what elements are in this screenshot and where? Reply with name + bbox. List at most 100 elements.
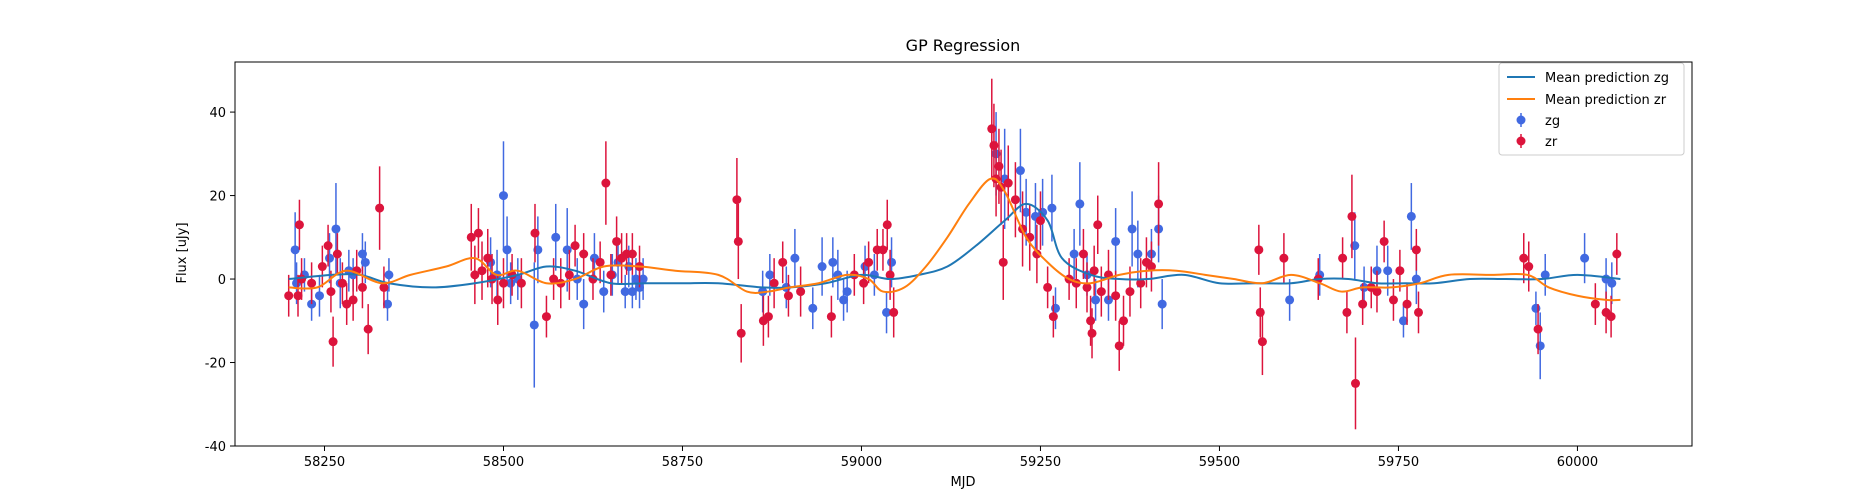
zr-marker [483,253,493,263]
zr-marker [1048,312,1058,322]
zr-marker [348,295,358,305]
zg-marker [817,262,827,272]
x-tick-label: 58250 [304,455,345,470]
zg-marker [1398,316,1408,326]
zr-point [1338,237,1348,280]
zr-point [498,258,508,309]
zr-point [477,241,487,300]
zr-marker [363,324,373,334]
zg-point [1051,287,1061,330]
zr-point [864,241,874,284]
zr-point [1342,291,1352,334]
zr-point [1358,283,1368,325]
zg-point [620,274,630,309]
zr-marker [1119,316,1129,326]
zr-marker [1146,262,1156,272]
x-tick-label: 59500 [1199,455,1240,470]
y-tick-label: 40 [209,106,226,121]
zr-marker [332,249,342,259]
zg-marker [1157,299,1167,309]
zr-marker [859,278,869,288]
zr-marker [1411,245,1421,255]
zg-point [1075,162,1085,246]
zr-point [882,199,892,250]
zr-point [1032,224,1042,284]
zg-point [1069,228,1079,280]
zr-point [357,266,367,309]
zr-marker [1519,253,1529,263]
zr-point [1524,241,1534,292]
legend-label-zg: zg [1545,114,1560,129]
zr-point [342,283,352,325]
zg-marker [498,191,508,201]
zr-marker [570,241,580,251]
zg-marker [1051,303,1061,313]
zr-marker [375,203,385,213]
zr-point [541,295,551,338]
zg-marker [1540,270,1550,280]
zr-point [379,266,389,309]
zr-marker [1338,253,1348,263]
zr-marker [1413,307,1423,317]
zr-point [516,258,526,309]
zr-point [466,203,476,271]
zr-point [1087,308,1097,359]
zr-marker [498,278,508,288]
zr-point [1413,291,1423,334]
zg-point [384,258,394,292]
zr-marker [732,195,742,205]
x-tick-label: 59750 [1378,455,1419,470]
zr-marker [541,312,551,322]
zr-marker [379,282,389,292]
zr-point [337,262,347,305]
y-axis: -40 -20 0 20 40 [205,106,235,455]
zr-point [1372,270,1382,313]
zr-point [1125,266,1135,317]
zr-marker [989,140,999,150]
zr-marker [1402,299,1412,309]
x-tick-label: 58500 [483,455,524,470]
zr-marker [1010,195,1020,205]
zg-point [839,279,849,321]
zg-marker [627,287,637,297]
zr-marker [1093,220,1103,230]
zr-marker [1257,337,1267,347]
zr-marker [1347,211,1357,221]
zr-marker [1111,291,1121,301]
zr-marker [477,266,487,276]
x-tick-label: 58750 [662,455,703,470]
zg-marker [290,245,300,255]
zg-marker [1047,203,1057,213]
zr-marker [627,249,637,259]
zr-marker [294,220,304,230]
zr-point [473,208,483,259]
zr-point [1043,266,1053,309]
zr-marker [1096,287,1106,297]
zr-point [470,245,480,305]
zg-marker [384,270,394,280]
zr-marker [998,257,1008,267]
zr-point [328,316,338,367]
zr-point [348,279,358,321]
x-tick-label: 59250 [1020,455,1061,470]
zr-point [1093,195,1103,254]
zr-marker [778,257,788,267]
zr-marker [357,282,367,292]
zg-marker [529,320,539,330]
zg-marker [360,257,370,267]
zr-point [1590,283,1600,325]
zg-marker [1531,303,1541,313]
zr-marker [1043,282,1053,292]
legend-label-zg-line: Mean prediction zg [1545,71,1669,86]
y-tick-label: 0 [218,273,226,288]
zr-point [1136,258,1146,309]
zr-point [595,241,605,284]
zg-point [383,287,393,321]
zr-point [859,262,869,305]
zr-point [769,258,779,309]
zr-marker [1358,299,1368,309]
zr-point [570,224,580,267]
zg-marker [1406,211,1416,221]
zr-marker [323,241,333,251]
zg-point [817,237,827,296]
